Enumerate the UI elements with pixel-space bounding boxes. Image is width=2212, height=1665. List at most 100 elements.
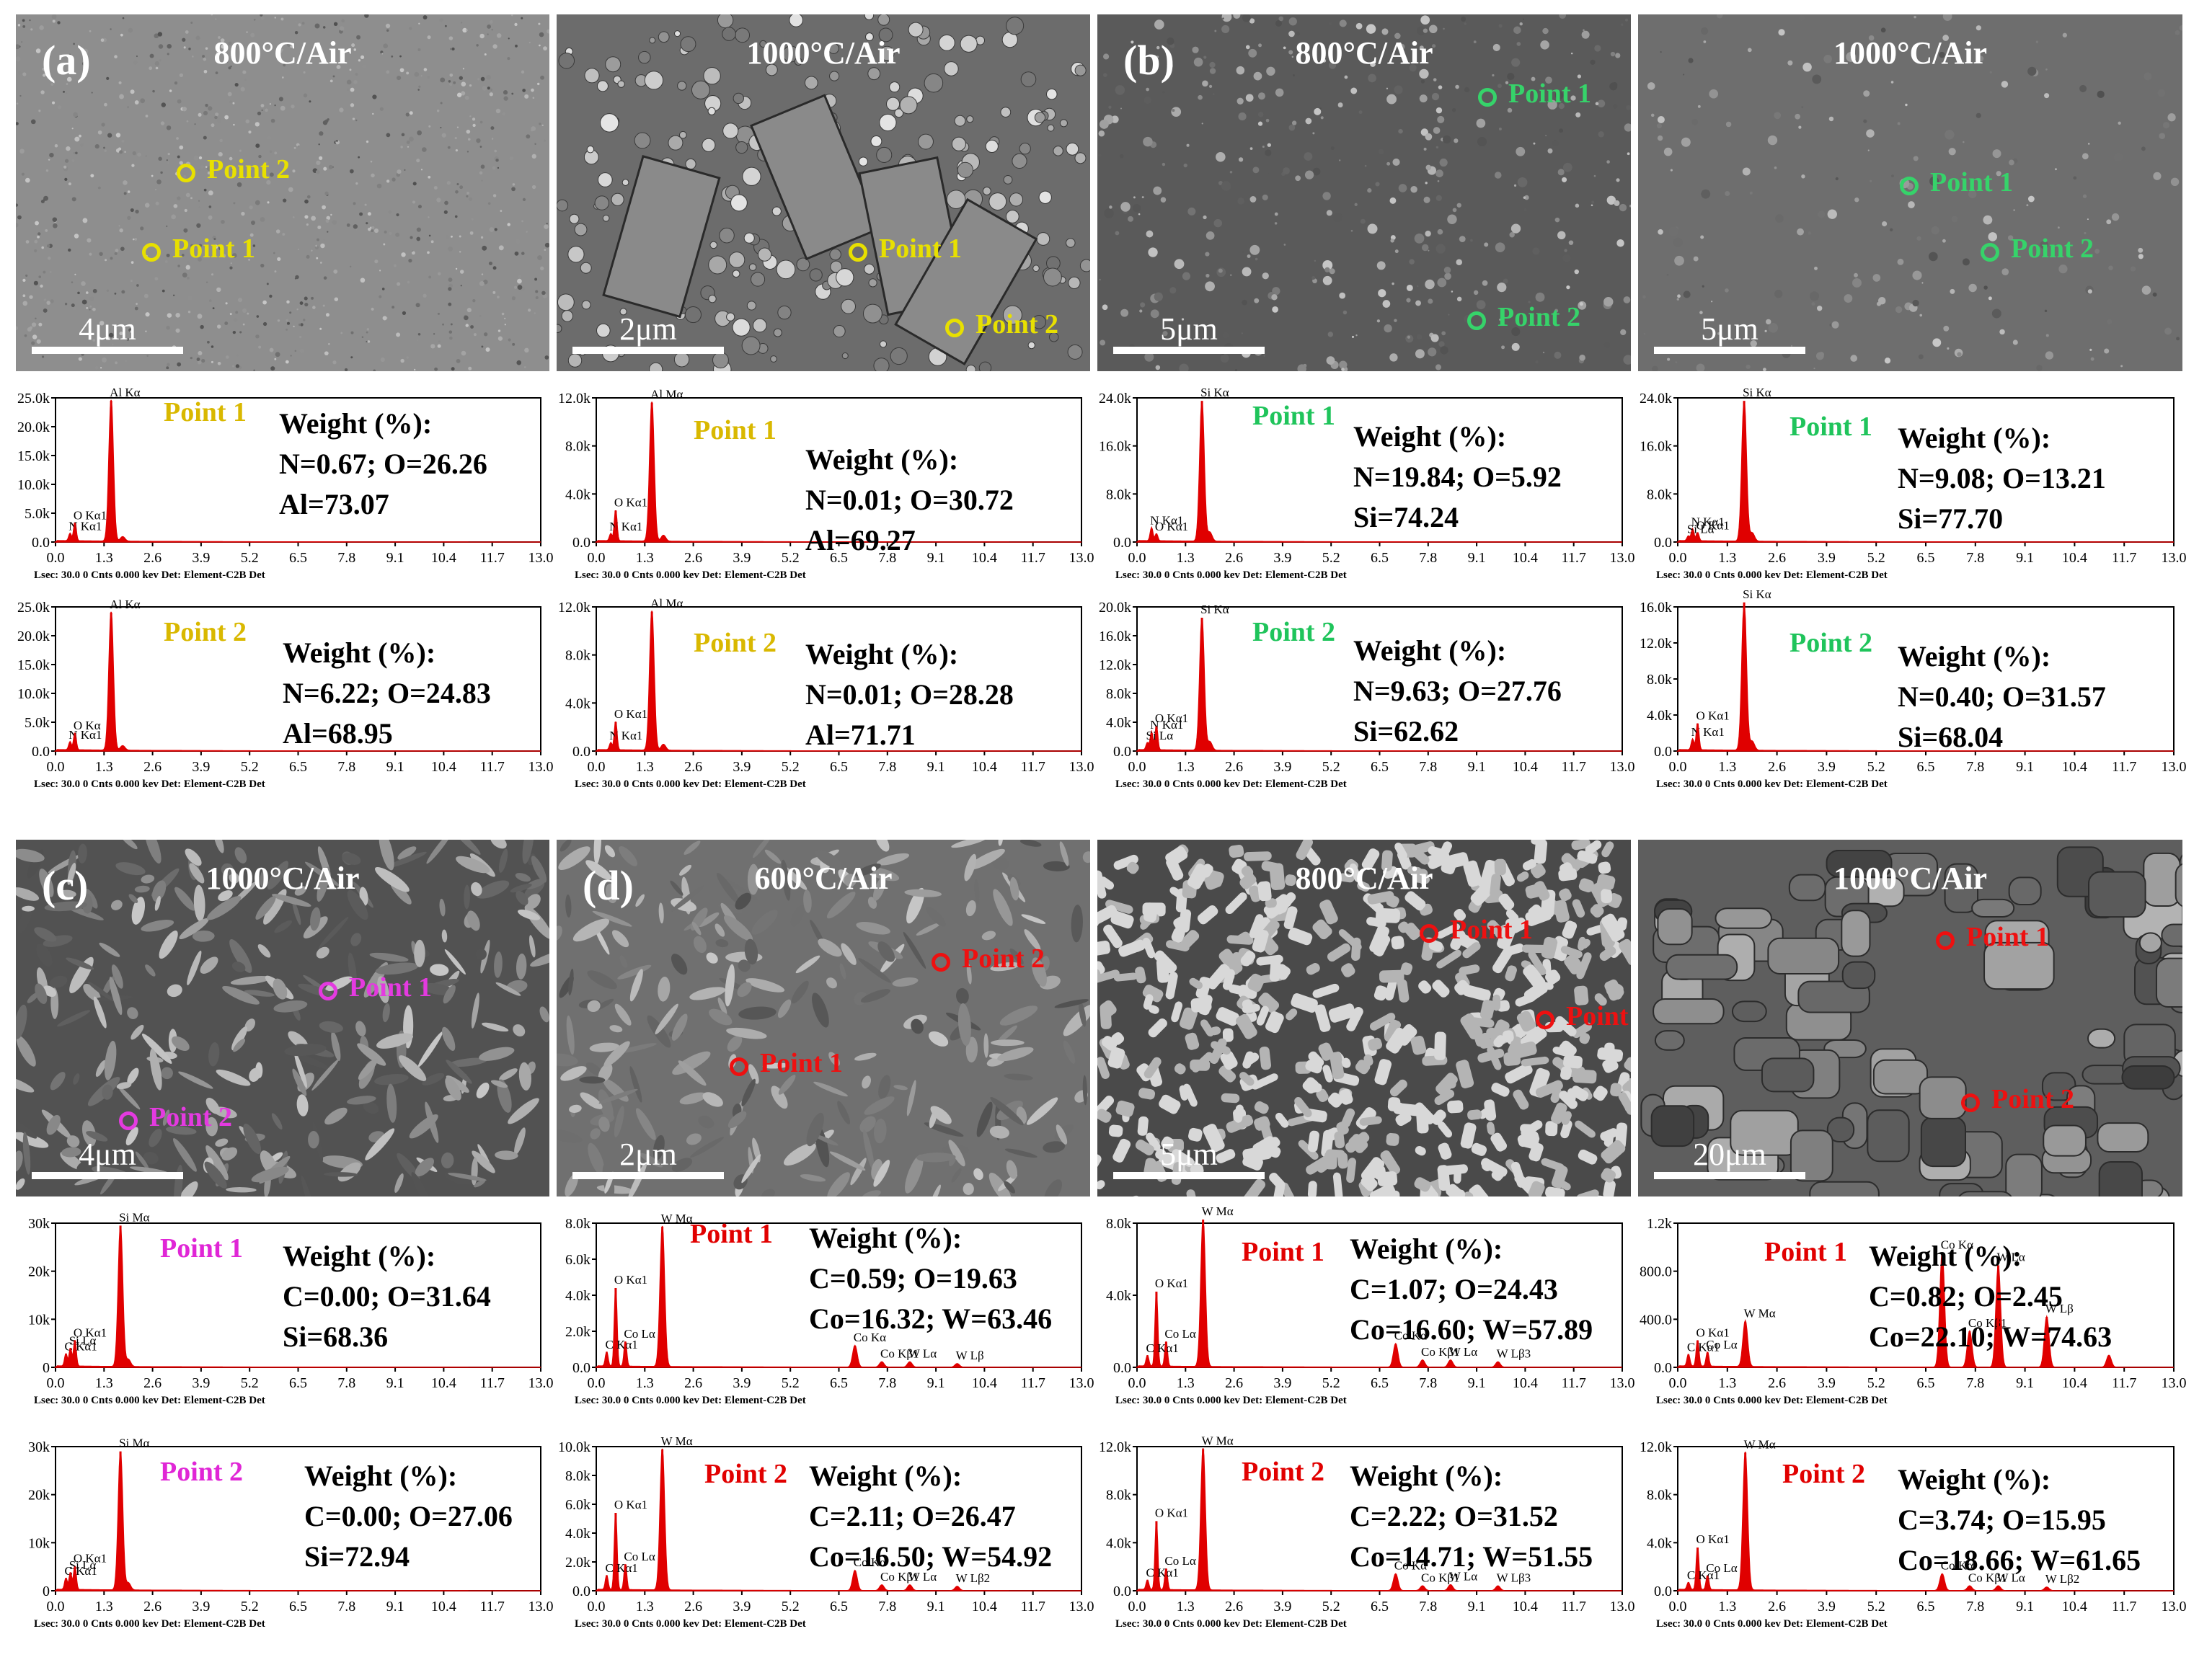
x-tick-label: 2.6 (684, 1599, 702, 1615)
y-tick-label: 4.0k (1647, 1535, 1672, 1551)
x-tick-label: 13.0 (1610, 759, 1635, 775)
peak-label: W Lα (1997, 1250, 2025, 1264)
x-tick-label: 11.7 (1021, 1375, 1045, 1391)
x-tick-label: 3.9 (1818, 759, 1836, 775)
spectrum-footer: Lsec: 30.0 0 Cnts 0.000 kev Det: Element… (1115, 569, 1347, 581)
y-tick-label: 8.0k (1106, 686, 1131, 702)
peak-label: O Kα1 (1696, 1532, 1730, 1546)
weight-composition: Weight (%): N=0.40; O=31.57 Si=68.04 (1898, 636, 2106, 758)
y-tick-label: 25.0k (17, 600, 50, 616)
plot-frame (1136, 606, 1623, 752)
x-tick-label: 3.9 (192, 550, 210, 566)
weight-line: Weight (%): (283, 636, 436, 669)
x-tick-label: 0.0 (588, 759, 606, 775)
spectrum-trace (53, 611, 541, 752)
spectrum-point-title: Point 1 (1764, 1237, 1848, 1267)
peak-label: Co Kα (854, 1331, 886, 1344)
x-tick-label: 9.1 (927, 1599, 945, 1615)
x-tick-label: 6.5 (1371, 1599, 1389, 1615)
weight-line: N=0.40; O=31.57 (1898, 680, 2106, 713)
x-tick-label: 13.0 (1069, 1599, 1094, 1615)
x-tick-label: 9.1 (927, 1375, 945, 1391)
x-tick-label: 11.7 (2112, 1375, 2136, 1391)
sem-image-a2: 1000°C/Air 2μm Point 1 Point 2 (557, 14, 1090, 371)
x-tick-label: 1.3 (1718, 1375, 1736, 1391)
peak-label: W Mα (1202, 1204, 1234, 1218)
spectrum-footer: Lsec: 30.0 0 Cnts 0.000 kev Det: Element… (575, 569, 806, 581)
y-tick-label: 0.0 (1654, 535, 1672, 551)
peak-label: Co Lα (624, 1327, 655, 1341)
peak-label: O Kα1 (1155, 711, 1188, 725)
spectrum-plot: 0.0 8.0k 16.0k 24.0k 0.0 1.3 2.6 3.9 5.2 6.5 7.8 9.… (1099, 386, 1635, 581)
peak-label: Al Mα (650, 388, 683, 401)
weight-line: Co=22.10; W=74.63 (1869, 1320, 2113, 1353)
peak-label: W Lβ3 (1497, 1347, 1531, 1361)
weight-line: Weight (%): (1869, 1240, 2022, 1272)
peak-label: O Kα1 (614, 496, 647, 510)
y-tick-label: 0 (43, 1360, 50, 1376)
point-marker-icon (1420, 924, 1438, 943)
x-tick-label: 7.8 (337, 1375, 355, 1391)
weight-line: Al=68.95 (283, 717, 393, 750)
x-tick-label: 0.0 (1128, 759, 1146, 775)
spectrum-point-title: Point 2 (1242, 1457, 1325, 1487)
y-tick-label: 5.0k (25, 715, 50, 731)
sem-texture (557, 840, 1090, 1196)
weight-composition: Weight (%): C=0.00; O=31.64 Si=68.36 (283, 1236, 491, 1357)
x-tick-label: 11.7 (1562, 1599, 1586, 1615)
y-tick-label: 0.0 (1113, 744, 1131, 760)
scale-line (572, 347, 724, 354)
y-tick-label: 15.0k (17, 657, 50, 673)
x-tick-label: 5.2 (782, 1375, 800, 1391)
peak-label: C Kα1 (64, 1340, 97, 1354)
x-tick-label: 1.3 (1177, 1599, 1195, 1615)
y-tick-label: 400.0 (1640, 1312, 1672, 1328)
x-tick-label: 11.7 (1021, 550, 1045, 566)
y-tick-label: 20k (28, 1264, 50, 1280)
weight-composition: Weight (%): C=0.00; O=27.06 Si=72.94 (304, 1456, 513, 1577)
scale-bar: 4μm (32, 1139, 183, 1179)
point-marker-icon (849, 243, 867, 262)
weight-line: Weight (%): (1350, 1233, 1503, 1265)
x-tick-label: 3.9 (192, 759, 210, 775)
spectrum-trace (1135, 1222, 1622, 1368)
x-tick-label: 7.8 (1966, 1599, 1984, 1615)
spectrum-trace (53, 1452, 541, 1591)
peak-label: N Kα1 (68, 728, 102, 742)
x-tick-label: 5.2 (782, 759, 800, 775)
x-tick-label: 9.1 (1468, 1375, 1486, 1391)
plot-frame (1677, 1222, 2175, 1368)
peak-label: O Kα1 (1696, 709, 1730, 723)
scale-label: 2μm (619, 311, 677, 347)
y-tick-label: 30k (28, 1216, 50, 1232)
peak-label: C Kα1 (64, 1564, 97, 1578)
point-label: Point 2 (1991, 1084, 2075, 1114)
x-tick-label: 10.4 (972, 550, 997, 566)
weight-line: C=0.59; O=19.63 (809, 1262, 1017, 1295)
peak-label: O Kα1 (1155, 520, 1188, 533)
spectrum-point-title: Point 2 (694, 628, 777, 658)
y-tick-label: 0 (43, 1584, 50, 1599)
scale-label: 5μm (1160, 311, 1218, 347)
y-tick-label: 1.2k (1647, 1216, 1672, 1232)
x-tick-label: 5.2 (241, 1375, 259, 1391)
peak-label: O Kα (74, 719, 101, 732)
y-tick-label: 16.0k (1099, 439, 1131, 455)
eds-spectrum-b1-p2: 0.0 4.0k 8.0k 12.0k 16.0k 20.0k 0.0 1.3 2.6 3.9 5.… (1097, 598, 1635, 793)
eds-spectrum-a2-p2: 0.0 4.0k 8.0k 12.0k 0.0 1.3 2.6 3.9 5.2 6.5 7.8 9.1… (557, 597, 1094, 793)
peak-label: Co Lα (1164, 1327, 1195, 1341)
panel-letter: (a) (42, 37, 91, 84)
x-tick-label: 5.2 (782, 550, 800, 566)
plot-frame (1677, 606, 2175, 752)
spectrum-plot: 0.0 4.0k 8.0k 12.0k 0.0 1.3 2.6 3.9 5.2 6.5 7.8 9.1… (558, 388, 1094, 581)
scale-bar: 2μm (572, 1139, 724, 1179)
x-tick-label: 0.0 (1669, 759, 1687, 775)
point-marker-icon (1467, 311, 1486, 330)
y-tick-label: 4.0k (565, 487, 590, 502)
y-tick-label: 10k (28, 1312, 50, 1328)
point-label: Point 2 (962, 944, 1045, 974)
sem-image-d2: 800°C/Air 5μm Point 1 Point 2 (1097, 840, 1631, 1196)
panel-letter: (b) (1123, 37, 1174, 84)
peak-label: Si Mα (119, 1437, 150, 1450)
x-tick-label: 10.4 (431, 1375, 456, 1391)
